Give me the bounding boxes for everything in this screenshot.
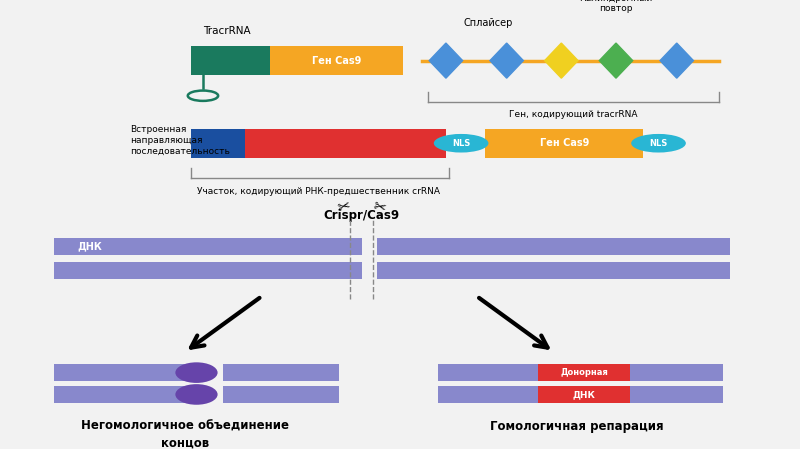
Bar [270,46,403,75]
Text: Донорная: Донорная [560,368,608,377]
Text: NLS: NLS [650,139,668,148]
Bar [377,238,730,255]
Text: TracrRNA: TracrRNA [203,26,251,36]
Polygon shape [545,43,578,78]
Polygon shape [599,43,633,78]
Bar [223,386,338,403]
Polygon shape [490,43,523,78]
Circle shape [434,134,489,153]
Text: Негомологичное объединение
концов: Негомологичное объединение концов [81,420,289,449]
Text: ДНК: ДНК [573,390,596,399]
Bar [223,364,338,381]
Bar [191,46,270,75]
Polygon shape [660,43,694,78]
Bar [438,364,722,381]
Bar [246,129,446,158]
Polygon shape [430,43,462,78]
Ellipse shape [175,384,218,405]
Text: Гомологичная репарация: Гомологичная репарация [490,420,663,433]
Text: NLS: NLS [452,139,470,148]
Text: Crispr/Cas9: Crispr/Cas9 [323,209,400,222]
Text: Ген, кодирующий tracrRNA: Ген, кодирующий tracrRNA [510,110,638,119]
Text: Палиндромный
повтор: Палиндромный повтор [579,0,653,13]
Text: Ген Cas9: Ген Cas9 [540,138,589,148]
Text: Участок, кодирующий РНК-предшественник crRNA: Участок, кодирующий РНК-предшественник c… [197,187,440,196]
Bar [438,386,722,403]
Text: Встроенная
направляющая
последовательность: Встроенная направляющая последовательнос… [130,125,230,156]
Bar [538,386,630,403]
Text: Ген Cas9: Ген Cas9 [312,56,362,66]
Text: ✂: ✂ [336,198,352,216]
Bar [486,129,643,158]
Text: Сплайсер: Сплайсер [464,18,513,27]
Text: ДНК: ДНК [78,242,102,251]
Bar [191,129,246,158]
Bar [377,262,730,279]
Text: ✂: ✂ [371,198,387,216]
Ellipse shape [175,362,218,383]
Circle shape [631,134,686,153]
Bar [54,364,185,381]
Bar [54,262,362,279]
Bar [54,386,185,403]
Bar [54,238,362,255]
Bar [538,364,630,381]
